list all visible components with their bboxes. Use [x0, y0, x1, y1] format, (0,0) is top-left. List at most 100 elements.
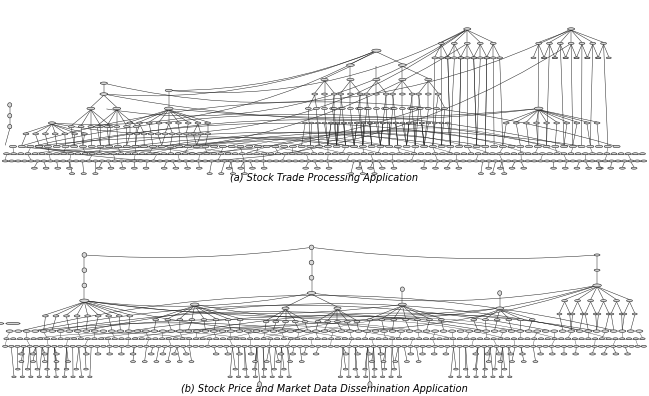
Ellipse shape: [348, 108, 354, 110]
Ellipse shape: [189, 319, 195, 321]
Ellipse shape: [604, 345, 609, 347]
Ellipse shape: [554, 153, 559, 155]
Ellipse shape: [557, 313, 562, 315]
Ellipse shape: [348, 93, 354, 95]
Ellipse shape: [454, 368, 458, 370]
Ellipse shape: [23, 330, 31, 332]
Ellipse shape: [355, 353, 361, 355]
Ellipse shape: [468, 153, 474, 155]
Ellipse shape: [79, 145, 86, 148]
Ellipse shape: [196, 167, 202, 169]
Ellipse shape: [140, 153, 145, 155]
Ellipse shape: [228, 145, 235, 148]
Ellipse shape: [498, 338, 503, 340]
Ellipse shape: [267, 345, 272, 347]
Ellipse shape: [504, 338, 510, 340]
Ellipse shape: [295, 330, 302, 332]
Ellipse shape: [328, 345, 334, 347]
Ellipse shape: [154, 361, 159, 362]
Ellipse shape: [609, 160, 615, 162]
Ellipse shape: [289, 153, 295, 155]
Ellipse shape: [165, 361, 171, 362]
Ellipse shape: [71, 133, 78, 135]
Ellipse shape: [18, 145, 25, 148]
Ellipse shape: [426, 345, 432, 347]
Ellipse shape: [383, 338, 388, 340]
Ellipse shape: [439, 319, 444, 321]
Ellipse shape: [494, 345, 499, 347]
Ellipse shape: [318, 153, 324, 155]
Ellipse shape: [619, 313, 624, 315]
Ellipse shape: [155, 133, 161, 135]
Ellipse shape: [567, 313, 572, 315]
Ellipse shape: [69, 173, 75, 175]
Ellipse shape: [32, 330, 39, 332]
Ellipse shape: [117, 330, 124, 332]
Ellipse shape: [445, 167, 450, 169]
Ellipse shape: [228, 376, 232, 378]
Ellipse shape: [156, 122, 162, 124]
Ellipse shape: [167, 145, 174, 148]
Ellipse shape: [478, 173, 484, 175]
Ellipse shape: [111, 153, 117, 155]
Ellipse shape: [467, 160, 472, 162]
Ellipse shape: [354, 320, 360, 323]
Ellipse shape: [191, 133, 197, 135]
Ellipse shape: [230, 345, 235, 347]
Ellipse shape: [57, 330, 64, 332]
Ellipse shape: [84, 315, 91, 317]
Ellipse shape: [382, 153, 388, 155]
Ellipse shape: [447, 160, 453, 162]
Ellipse shape: [354, 153, 360, 155]
Ellipse shape: [471, 338, 476, 340]
Ellipse shape: [134, 330, 141, 332]
Ellipse shape: [161, 153, 167, 155]
Ellipse shape: [518, 319, 523, 321]
Ellipse shape: [549, 345, 554, 347]
Ellipse shape: [82, 330, 90, 332]
Ellipse shape: [347, 153, 352, 155]
Ellipse shape: [590, 42, 596, 44]
Ellipse shape: [92, 330, 99, 332]
Ellipse shape: [641, 345, 646, 347]
Ellipse shape: [618, 153, 624, 155]
Ellipse shape: [519, 353, 526, 355]
Ellipse shape: [241, 160, 247, 162]
Ellipse shape: [541, 57, 546, 59]
Ellipse shape: [447, 153, 452, 155]
Ellipse shape: [415, 160, 421, 162]
Ellipse shape: [29, 376, 33, 378]
Ellipse shape: [33, 133, 39, 135]
Ellipse shape: [478, 338, 483, 340]
Ellipse shape: [483, 330, 490, 332]
Ellipse shape: [349, 338, 354, 340]
Ellipse shape: [227, 338, 232, 340]
Ellipse shape: [176, 145, 183, 148]
Ellipse shape: [12, 376, 16, 378]
Ellipse shape: [478, 42, 483, 44]
Ellipse shape: [559, 338, 564, 340]
Ellipse shape: [389, 376, 393, 378]
Ellipse shape: [119, 345, 125, 347]
Ellipse shape: [45, 338, 50, 340]
Ellipse shape: [575, 300, 580, 302]
Ellipse shape: [298, 145, 305, 148]
Ellipse shape: [338, 376, 343, 378]
Ellipse shape: [432, 57, 438, 59]
Ellipse shape: [353, 368, 358, 370]
Ellipse shape: [261, 338, 266, 340]
Ellipse shape: [324, 160, 330, 162]
Ellipse shape: [593, 313, 598, 315]
Ellipse shape: [596, 57, 601, 59]
Ellipse shape: [610, 330, 617, 332]
Ellipse shape: [614, 300, 619, 302]
Ellipse shape: [640, 338, 645, 340]
Ellipse shape: [513, 122, 519, 124]
Ellipse shape: [532, 160, 537, 162]
Ellipse shape: [123, 126, 130, 128]
Ellipse shape: [31, 167, 37, 169]
Ellipse shape: [43, 315, 49, 317]
Ellipse shape: [177, 361, 182, 362]
Ellipse shape: [82, 133, 87, 135]
Ellipse shape: [186, 122, 191, 124]
